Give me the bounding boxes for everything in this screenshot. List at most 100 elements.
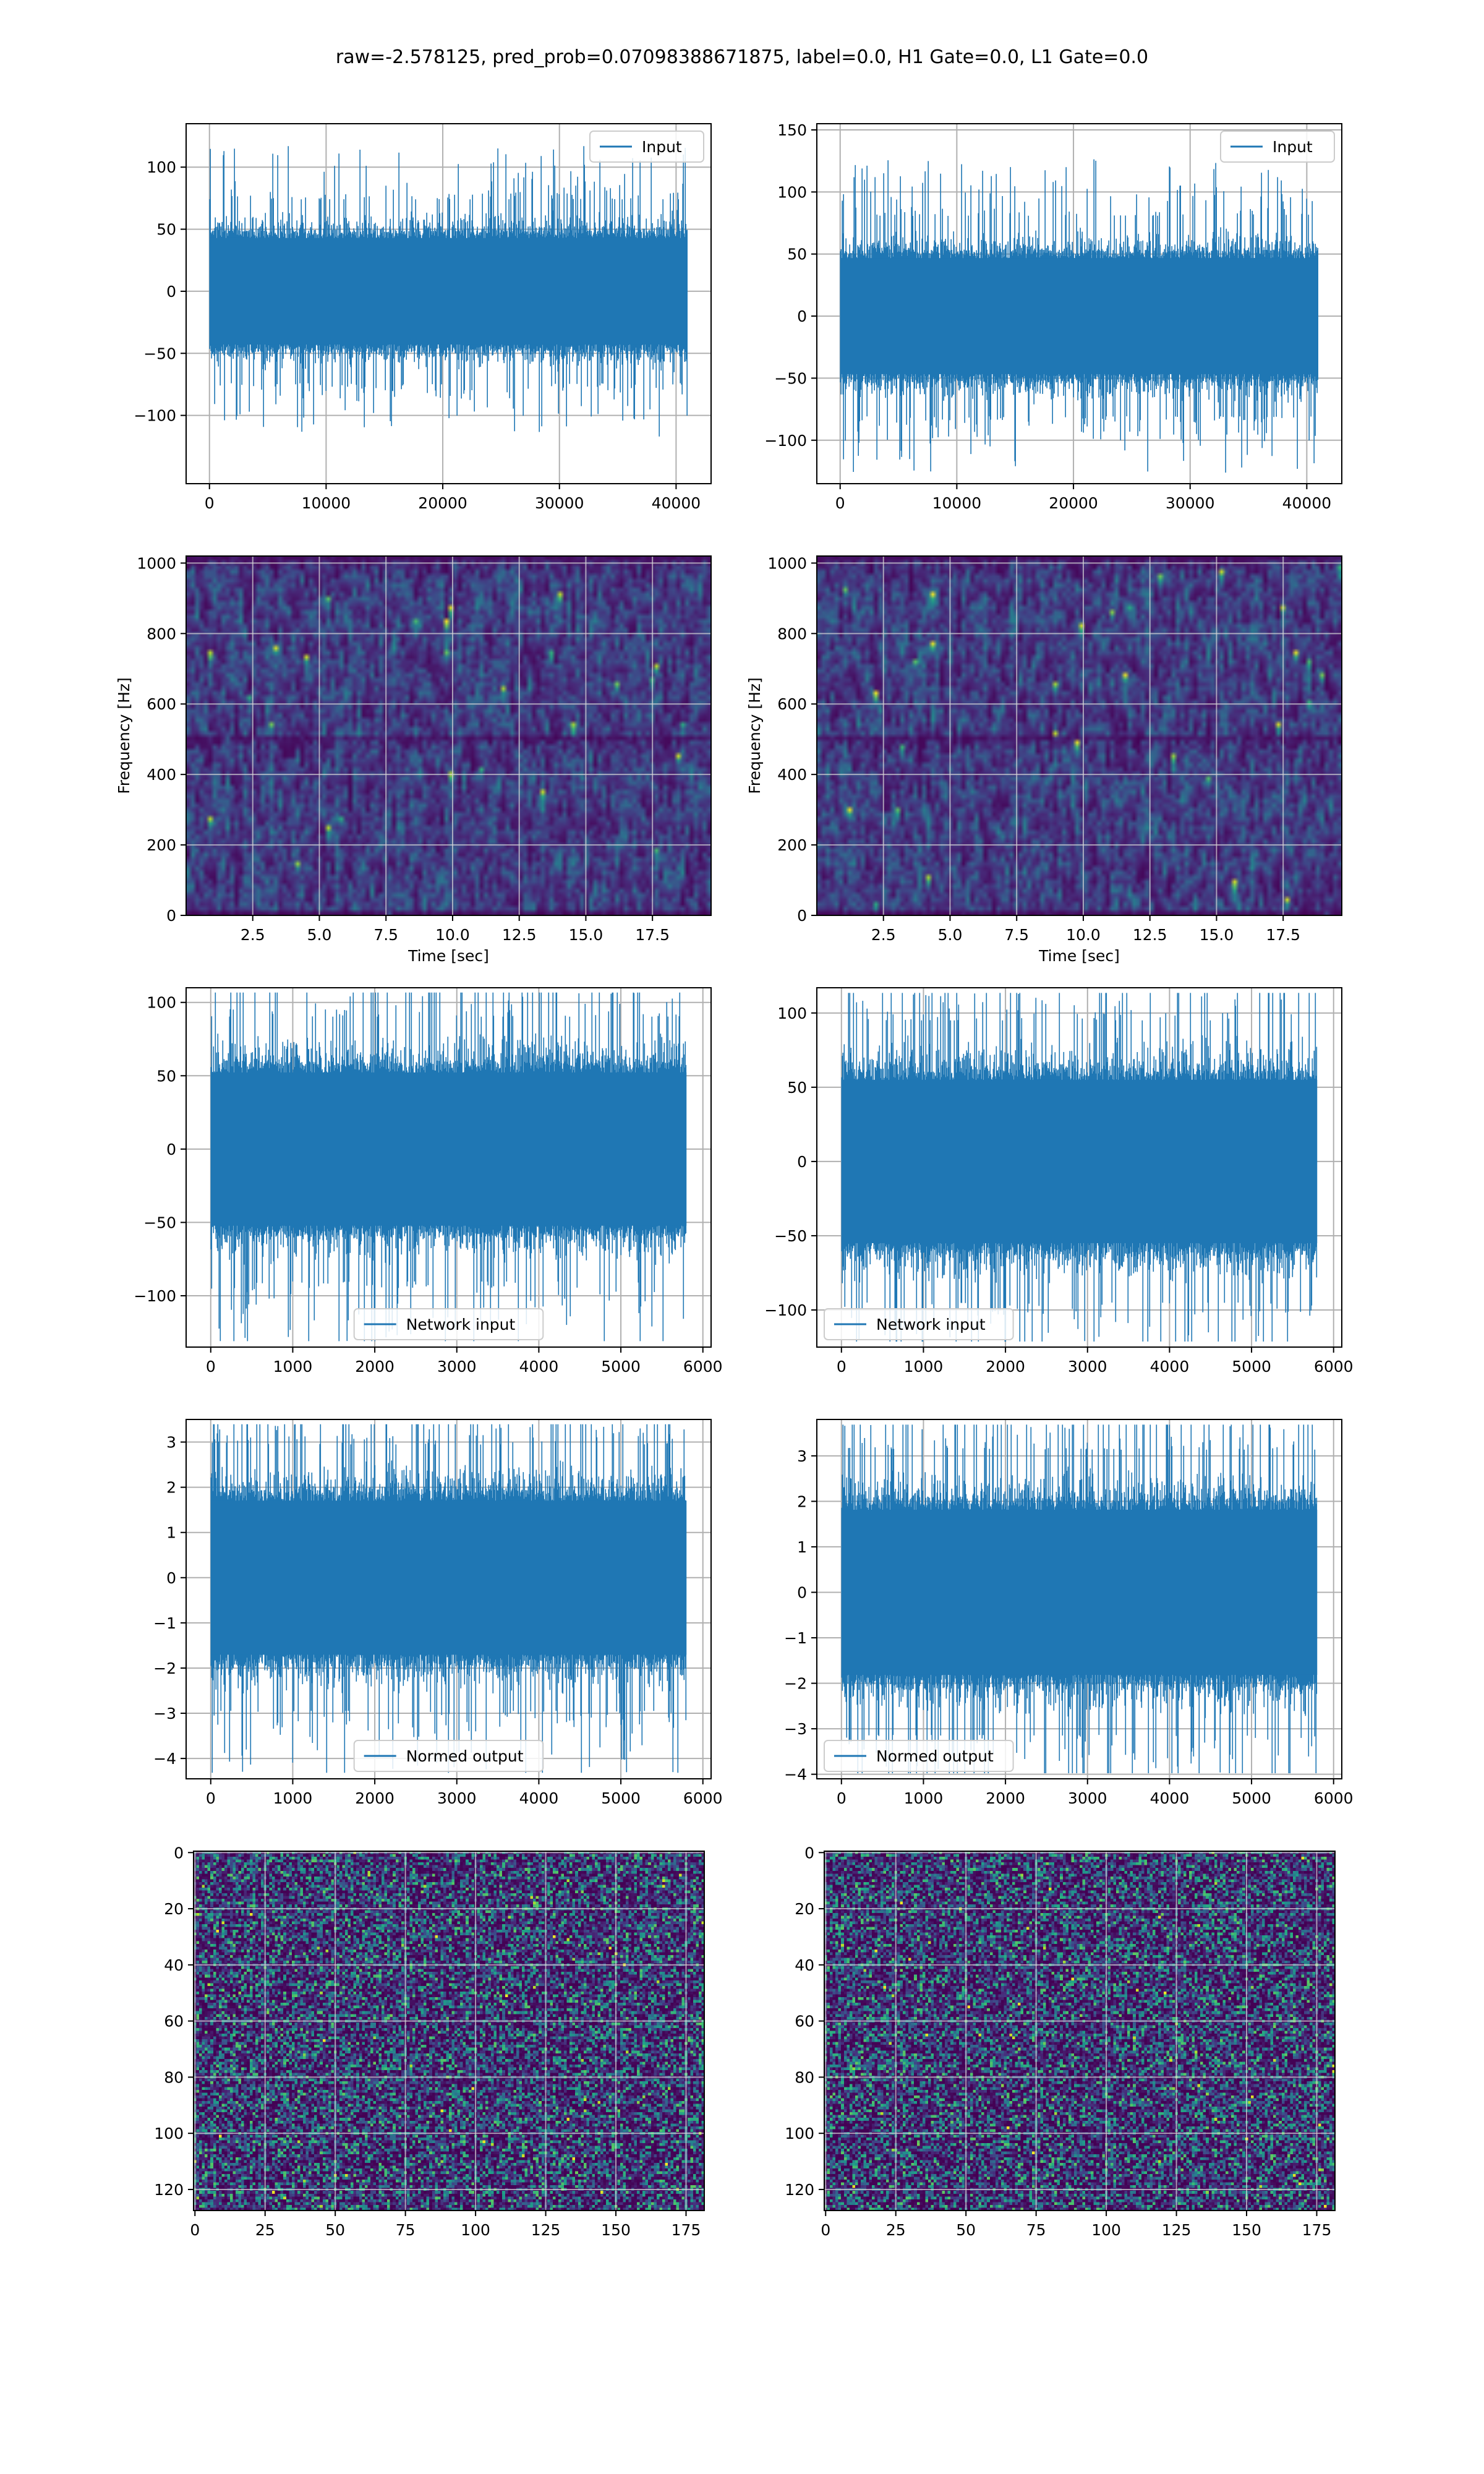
netin-h1-xtick-label-2: 2000 xyxy=(355,1358,394,1376)
figure-title: raw=-2.578125, pred_prob=0.0709838867187… xyxy=(336,46,1148,68)
netin-l1-legend-box xyxy=(824,1308,1014,1340)
netin-h1-axes-frame xyxy=(186,987,712,1348)
netin-l1-panel: 0 1000 2000 3000 4000 5000 6000 −100 −50 0 50 100 Ne… xyxy=(764,987,1354,1376)
matrix-l1-xtick-label-1: 25 xyxy=(886,2221,906,2239)
matrix-h1-ytick-label-1: 20 xyxy=(164,1900,184,1918)
input-l1-ytick-label-1: −50 xyxy=(774,369,807,387)
matrix-l1-ytick-label-2: 40 xyxy=(795,1956,814,1974)
input-l1-xtick-label-1: 10000 xyxy=(932,494,982,512)
input-h1-legend-label: Input xyxy=(642,138,682,156)
matrix-h1-panel: 0 25 50 75 100 125 150 175 0 20 40 60 80 100 120 xyxy=(154,1844,705,2239)
netin-h1-xtick-label-6: 6000 xyxy=(683,1358,723,1376)
normed-l1-ytick-label-5: 1 xyxy=(797,1538,807,1556)
normed-l1-xtick-label-0: 0 xyxy=(837,1789,846,1807)
input-l1-legend: Input xyxy=(1220,131,1335,163)
matrix-h1-ytick-label-5: 100 xyxy=(154,2125,184,2142)
normed-h1-series-core xyxy=(210,1500,687,1655)
matrix-h1-ytick-label-2: 40 xyxy=(164,1956,184,1974)
matrix-l1-ytick-label-5: 100 xyxy=(785,2125,814,2142)
normed-h1-legend-box xyxy=(353,1740,544,1772)
normed-h1-panel: 0 1000 2000 3000 4000 5000 6000 −4 −3 −2 −1 0 1 2 3 Nor… xyxy=(153,1419,723,1807)
normed-h1-ytick-label-6: 2 xyxy=(166,1479,176,1497)
spec-l1-xlabel: Time [sec] xyxy=(1038,947,1120,965)
spec-l1-xtick-label-1: 5.0 xyxy=(938,926,963,944)
input-l1-series-core xyxy=(840,258,1318,374)
normed-h1-ytick-label-5: 1 xyxy=(166,1524,176,1542)
matrix-l1-ytick-label-3: 60 xyxy=(795,2013,814,2031)
spec-h1-ytick-label-3: 600 xyxy=(147,695,176,713)
netin-l1-ytick-label-1: −50 xyxy=(774,1227,807,1245)
spec-h1-heatmap-image xyxy=(186,556,711,915)
input-h1-xtick-label-3: 30000 xyxy=(535,494,584,512)
matrix-l1-axes-frame xyxy=(824,1851,1336,2211)
normed-h1-xtick-label-1: 1000 xyxy=(273,1789,313,1807)
netin-l1-axes-frame xyxy=(816,987,1342,1348)
input-l1-legend-label: Input xyxy=(1273,138,1313,156)
netin-h1-series-core xyxy=(210,1072,687,1226)
normed-h1-legend: Normed output xyxy=(353,1740,544,1772)
spec-l1-ytick-label-5: 1000 xyxy=(767,554,807,572)
spec-h1-xlabel: Time [sec] xyxy=(407,947,489,965)
spec-h1-ytick-label-0: 0 xyxy=(166,907,176,925)
matrix-l1-ytick-label-1: 20 xyxy=(795,1900,814,1918)
netin-h1-ytick-label-0: −100 xyxy=(134,1287,176,1305)
matrix-l1-ytick-label-4: 80 xyxy=(795,2068,814,2086)
normed-h1-legend-label: Normed output xyxy=(406,1747,524,1765)
netin-h1-ytick-label-3: 50 xyxy=(156,1067,176,1085)
netin-h1-ytick-label-1: −50 xyxy=(143,1213,176,1231)
spec-h1-xtick-label-1: 5.0 xyxy=(307,926,332,944)
spec-h1-xtick-label-5: 15.0 xyxy=(569,926,603,944)
matrix-l1-panel: 0 25 50 75 100 125 150 175 0 20 40 60 80 100 120 xyxy=(785,1844,1336,2239)
spec-l1-xtick-label-2: 7.5 xyxy=(1004,926,1029,944)
normed-h1-axes-frame xyxy=(186,1419,712,1779)
spec-l1-panel: 2.5 5.0 7.5 10.0 12.5 15.0 17.5 0 200 400 600 800 10… xyxy=(746,554,1342,965)
matrix-l1-xtick-label-2: 50 xyxy=(956,2221,976,2239)
matrix-l1-xtick-label-5: 125 xyxy=(1162,2221,1192,2239)
spec-h1-panel: 2.5 5.0 7.5 10.0 12.5 15.0 17.5 0 200 400 600 800 10… xyxy=(115,554,712,965)
input-l1-xtick-label-0: 0 xyxy=(835,494,845,512)
normed-h1-xtick-label-4: 4000 xyxy=(519,1789,559,1807)
input-l1-ytick-label-4: 100 xyxy=(777,183,807,201)
netin-l1-legend-label: Network input xyxy=(876,1316,986,1333)
netin-l1-xtick-label-2: 2000 xyxy=(986,1358,1025,1376)
input-h1-series-core xyxy=(209,238,688,345)
normed-l1-xtick-label-5: 5000 xyxy=(1232,1789,1271,1807)
spec-l1-ytick-label-3: 600 xyxy=(777,695,807,713)
netin-h1-legend: Network input xyxy=(353,1308,544,1340)
input-h1-ytick-label-3: 50 xyxy=(156,221,176,239)
matrix-h1-xtick-label-1: 25 xyxy=(255,2221,275,2239)
matrix-h1-xtick-label-7: 175 xyxy=(672,2221,701,2239)
netin-l1-ytick-label-3: 50 xyxy=(787,1079,807,1097)
input-l1-ytick-label-3: 50 xyxy=(787,246,807,263)
spec-l1-xtick-label-4: 12.5 xyxy=(1133,926,1167,944)
normed-h1-xtick-label-6: 6000 xyxy=(683,1789,723,1807)
input-l1-ytick-label-2: 0 xyxy=(797,307,807,325)
netin-l1-ytick-label-0: −100 xyxy=(764,1301,807,1319)
normed-l1-xtick-label-4: 4000 xyxy=(1150,1789,1190,1807)
matrix-h1-xtick-label-2: 50 xyxy=(325,2221,345,2239)
normed-l1-ytick-label-0: −4 xyxy=(784,1766,807,1784)
netin-h1-xtick-label-3: 3000 xyxy=(437,1358,477,1376)
netin-h1-ytick-label-4: 100 xyxy=(147,994,176,1012)
spec-l1-xtick-label-5: 15.0 xyxy=(1200,926,1234,944)
normed-l1-xtick-label-2: 2000 xyxy=(986,1789,1025,1807)
spec-h1-axes-frame xyxy=(186,555,712,916)
spec-h1-xtick-label-2: 7.5 xyxy=(373,926,398,944)
netin-h1-panel: 0 1000 2000 3000 4000 5000 6000 −100 −50 0 50 100 Ne… xyxy=(134,987,723,1376)
normed-h1-ytick-label-0: −4 xyxy=(153,1750,176,1768)
normed-h1-xtick-label-0: 0 xyxy=(206,1789,216,1807)
spec-l1-ylabel: Frequency [Hz] xyxy=(746,677,764,794)
spec-l1-ytick-label-4: 800 xyxy=(777,625,807,643)
normed-h1-ytick-label-3: −1 xyxy=(153,1614,176,1632)
netin-h1-xtick-label-4: 4000 xyxy=(519,1358,559,1376)
spec-l1-axes-frame xyxy=(816,555,1342,916)
input-l1-ytick-label-5: 150 xyxy=(777,121,807,139)
normed-l1-legend-box xyxy=(824,1740,1014,1772)
matrix-h1-xtick-label-6: 150 xyxy=(601,2221,631,2239)
matrix-l1-xtick-label-4: 100 xyxy=(1091,2221,1121,2239)
input-h1-xtick-label-1: 10000 xyxy=(302,494,351,512)
matrix-h1-ytick-label-3: 60 xyxy=(164,2013,184,2031)
spec-l1-ytick-label-1: 200 xyxy=(777,836,807,854)
normed-l1-xtick-label-3: 3000 xyxy=(1068,1789,1107,1807)
normed-l1-legend-label: Normed output xyxy=(876,1747,994,1765)
